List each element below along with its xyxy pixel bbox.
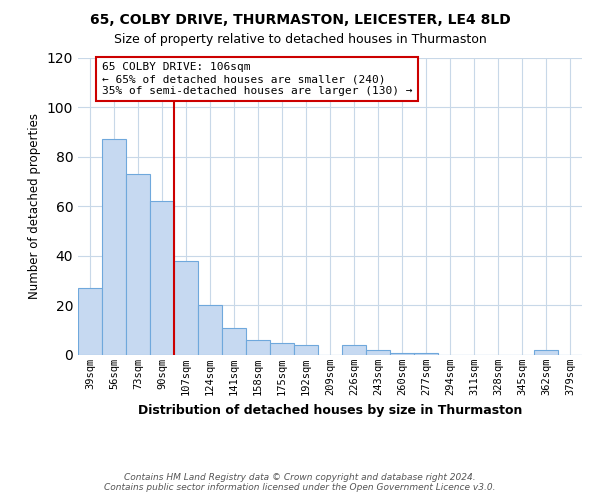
Text: 65 COLBY DRIVE: 106sqm
← 65% of detached houses are smaller (240)
35% of semi-de: 65 COLBY DRIVE: 106sqm ← 65% of detached… xyxy=(102,62,413,96)
Bar xyxy=(102,140,126,355)
Bar xyxy=(294,345,318,355)
Bar xyxy=(174,261,198,355)
Bar xyxy=(126,174,150,355)
Text: 65, COLBY DRIVE, THURMASTON, LEICESTER, LE4 8LD: 65, COLBY DRIVE, THURMASTON, LEICESTER, … xyxy=(89,12,511,26)
Bar xyxy=(390,352,414,355)
Bar xyxy=(270,342,294,355)
Bar xyxy=(246,340,270,355)
Text: Size of property relative to detached houses in Thurmaston: Size of property relative to detached ho… xyxy=(113,32,487,46)
Bar xyxy=(534,350,558,355)
Bar xyxy=(150,202,174,355)
Y-axis label: Number of detached properties: Number of detached properties xyxy=(28,114,41,299)
Bar xyxy=(198,306,222,355)
Bar xyxy=(414,352,438,355)
Bar xyxy=(342,345,366,355)
Bar xyxy=(78,288,102,355)
Bar xyxy=(222,328,246,355)
Bar xyxy=(366,350,390,355)
X-axis label: Distribution of detached houses by size in Thurmaston: Distribution of detached houses by size … xyxy=(138,404,522,416)
Text: Contains HM Land Registry data © Crown copyright and database right 2024.
Contai: Contains HM Land Registry data © Crown c… xyxy=(104,473,496,492)
